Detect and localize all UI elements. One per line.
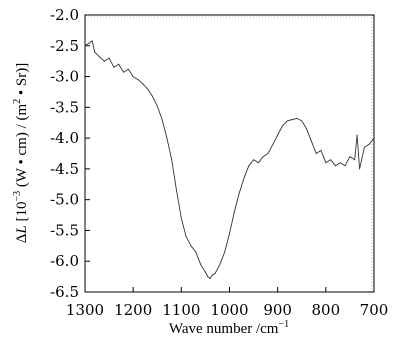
data-point — [84, 45, 86, 47]
data-point — [207, 276, 209, 278]
y-tick-label: -2.5 — [50, 37, 79, 55]
data-point — [243, 177, 245, 179]
y-tick-labels: -2.0 -2.5 -3.0 -3.5 -4.0 -4.5 -5.0 -5.5 -6.0 -6.5 — [50, 6, 79, 301]
y-tick-label: -3.5 — [50, 98, 79, 116]
data-point — [200, 263, 202, 265]
data-point — [335, 165, 336, 167]
data-point — [137, 79, 139, 81]
data-point — [185, 236, 187, 238]
data-point — [356, 134, 358, 136]
x-axis-label: Wave number /cm−1 — [169, 319, 289, 337]
data-point — [286, 120, 288, 122]
data-point — [253, 159, 255, 161]
y-tick-label: -4.5 — [50, 160, 79, 178]
x-tick-labels: 1300 1200 1100 1000 900 800 700 — [66, 301, 388, 319]
data-point — [209, 278, 211, 279]
data-point — [368, 143, 370, 145]
x-tick-label: 900 — [263, 301, 292, 319]
data-point — [349, 156, 351, 158]
data-point — [325, 162, 327, 164]
x-tick-label: 800 — [312, 301, 341, 319]
data-point — [272, 143, 274, 145]
data-point — [99, 56, 100, 58]
data-point — [224, 251, 226, 253]
data-point — [212, 274, 214, 276]
data-point — [123, 71, 124, 73]
data-point — [296, 117, 298, 119]
data-point — [267, 153, 269, 154]
data-point — [238, 193, 240, 194]
data-point — [248, 165, 250, 167]
data-point — [190, 245, 192, 247]
data-point — [291, 119, 293, 121]
data-point — [166, 137, 168, 139]
data-point — [103, 60, 105, 62]
data-point — [195, 251, 197, 253]
y-tick-label: -2.0 — [50, 6, 79, 24]
data-point — [94, 51, 96, 53]
grid-lines — [85, 15, 374, 292]
data-point — [310, 140, 312, 142]
data-point — [320, 149, 322, 151]
data-point — [363, 146, 365, 148]
x-tick-label: 1100 — [162, 301, 200, 319]
data-point — [108, 57, 110, 59]
data-point — [233, 211, 235, 213]
data-point — [354, 159, 356, 161]
x-tick-label: 1200 — [114, 301, 152, 319]
data-point — [359, 168, 361, 170]
data-point — [151, 95, 153, 97]
data-point — [301, 120, 303, 122]
data-point — [176, 189, 177, 191]
data-point — [219, 263, 221, 265]
data-point — [180, 217, 182, 219]
data-point — [204, 271, 206, 273]
data-point — [277, 134, 279, 136]
data-point — [306, 128, 308, 130]
data-point — [147, 88, 149, 90]
plot-frame — [84, 14, 375, 293]
y-tick-label: -5.5 — [50, 221, 79, 239]
y-tick-label: -5.0 — [50, 191, 79, 209]
data-point — [344, 165, 346, 167]
y-axis-label: ΔL [10−3 (W • cm) / (m2 • Sr)] — [12, 63, 30, 244]
data-point — [171, 159, 173, 161]
data-point — [282, 125, 283, 127]
data-point — [113, 66, 115, 68]
data-point — [373, 137, 375, 139]
y-tick-label: -3.0 — [50, 68, 79, 86]
data-point — [142, 83, 144, 85]
y-tick-label: -6.5 — [50, 283, 79, 301]
y-tick-label: -4.0 — [50, 129, 79, 147]
data-point — [156, 105, 158, 107]
y-tick-label: -6.0 — [50, 252, 79, 270]
data-point — [315, 153, 317, 154]
x-tick-label: 1000 — [210, 301, 248, 319]
series-layer — [84, 40, 375, 279]
data-point — [161, 119, 163, 121]
x-tick-label: 1300 — [66, 301, 104, 319]
data-point — [132, 76, 134, 78]
data-point — [214, 273, 216, 274]
data-point — [257, 162, 259, 164]
data-point — [262, 156, 264, 158]
data-point — [91, 40, 93, 42]
data-point — [339, 162, 341, 164]
data-point — [89, 42, 91, 44]
data-point — [229, 233, 230, 234]
x-tick-label: 700 — [360, 301, 389, 319]
data-point — [118, 63, 120, 65]
data-point — [127, 68, 129, 70]
data-point — [330, 159, 332, 161]
axis-ticks — [84, 14, 375, 293]
